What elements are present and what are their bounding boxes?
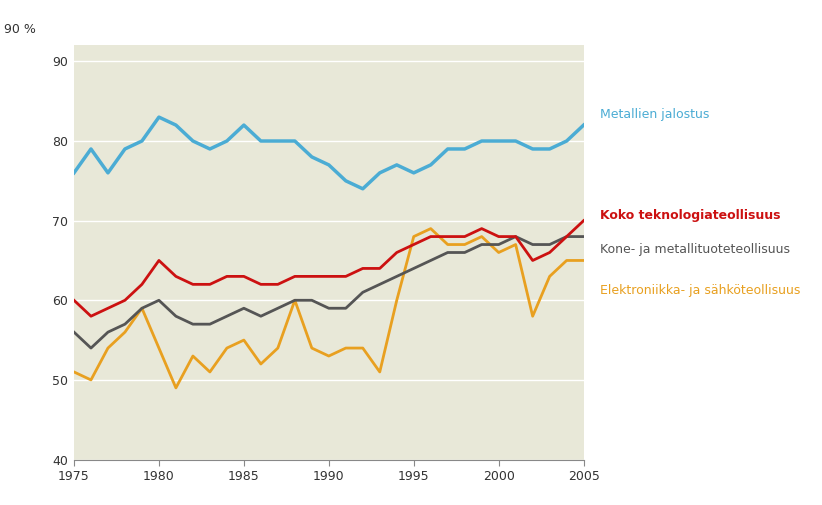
Text: Metallien jalostus: Metallien jalostus [600,109,709,122]
Text: 90 %: 90 % [4,23,36,36]
Text: Kone- ja metallituoteteollisuus: Kone- ja metallituoteteollisuus [600,243,790,256]
Text: Koko teknologiateollisuus: Koko teknologiateollisuus [600,209,781,222]
Text: Elektroniikka- ja sähköteollisuus: Elektroniikka- ja sähköteollisuus [600,284,801,297]
